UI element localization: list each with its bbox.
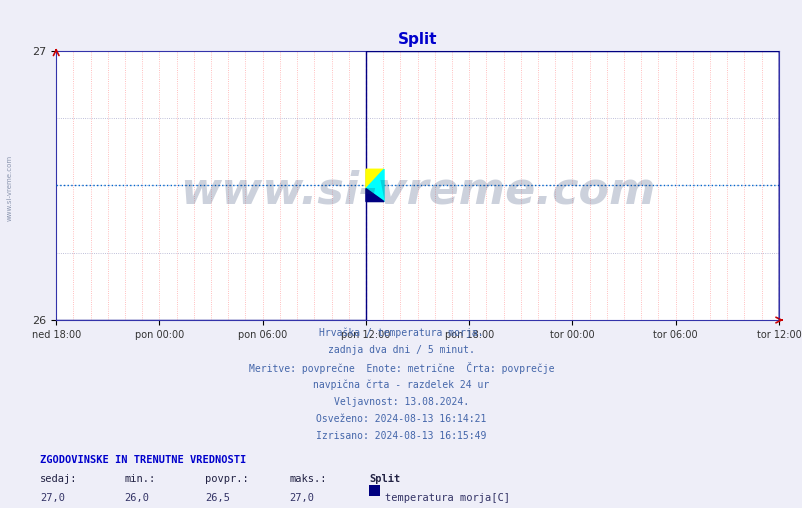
Text: 27,0: 27,0 (289, 493, 314, 503)
Polygon shape (366, 188, 383, 202)
Text: sedaj:: sedaj: (40, 474, 78, 484)
Text: Izrisano: 2024-08-13 16:15:49: Izrisano: 2024-08-13 16:15:49 (316, 431, 486, 441)
Text: 26,0: 26,0 (124, 493, 149, 503)
Text: ZGODOVINSKE IN TRENUTNE VREDNOSTI: ZGODOVINSKE IN TRENUTNE VREDNOSTI (40, 455, 246, 465)
Polygon shape (366, 169, 383, 202)
Text: navpična črta - razdelek 24 ur: navpična črta - razdelek 24 ur (313, 379, 489, 390)
Text: povpr.:: povpr.: (205, 474, 248, 484)
Text: Hrvaška / temperatura morja.: Hrvaška / temperatura morja. (319, 328, 483, 338)
Text: Split: Split (369, 474, 400, 484)
Text: www.si-vreme.com: www.si-vreme.com (180, 169, 654, 212)
Text: 26,5: 26,5 (205, 493, 229, 503)
Text: zadnja dva dni / 5 minut.: zadnja dva dni / 5 minut. (328, 345, 474, 355)
Text: 27,0: 27,0 (40, 493, 65, 503)
Text: temperatura morja[C]: temperatura morja[C] (385, 493, 510, 503)
Text: Meritve: povprečne  Enote: metrične  Črta: povprečje: Meritve: povprečne Enote: metrične Črta:… (249, 362, 553, 374)
Text: maks.:: maks.: (289, 474, 326, 484)
Text: Osveženo: 2024-08-13 16:14:21: Osveženo: 2024-08-13 16:14:21 (316, 414, 486, 424)
Title: Split: Split (397, 32, 437, 47)
Text: min.:: min.: (124, 474, 156, 484)
Text: Veljavnost: 13.08.2024.: Veljavnost: 13.08.2024. (334, 397, 468, 407)
Text: www.si-vreme.com: www.si-vreme.com (6, 155, 13, 221)
Polygon shape (366, 169, 383, 188)
